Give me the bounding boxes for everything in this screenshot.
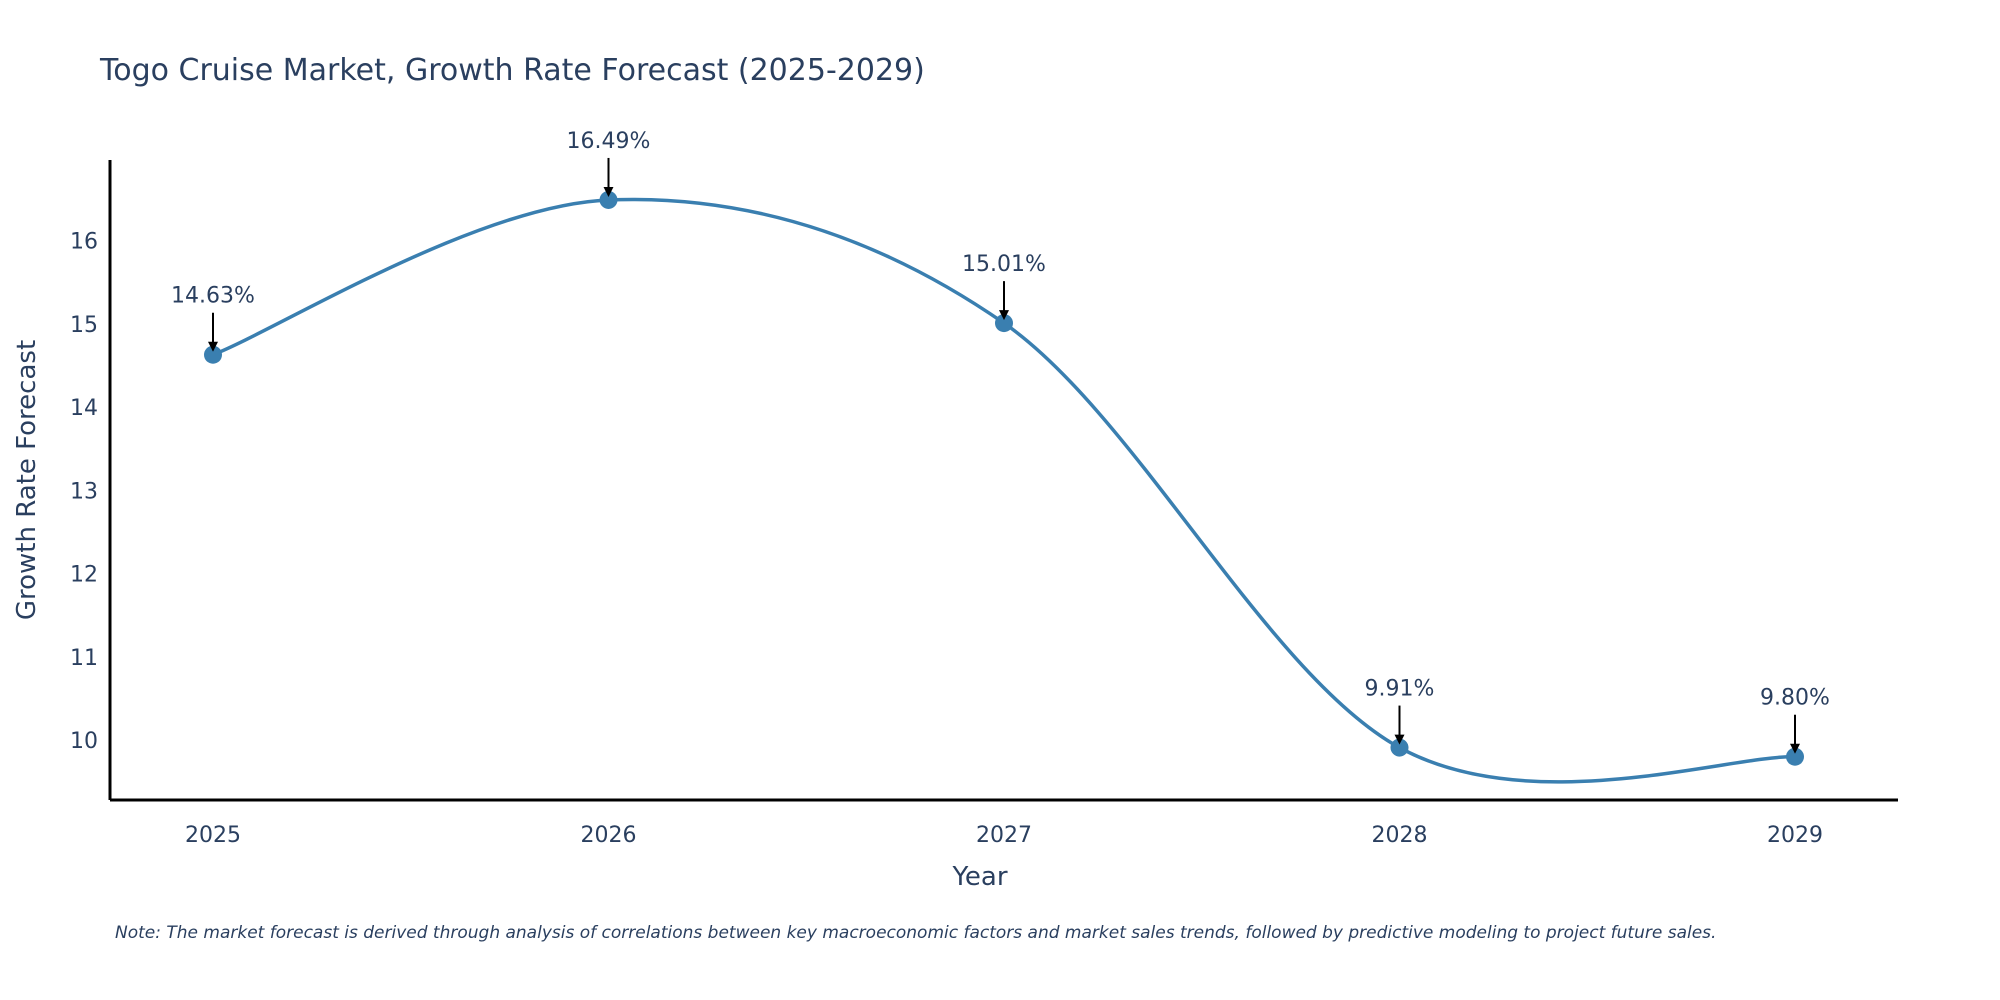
x-tick-label: 2027	[976, 823, 1032, 848]
y-tick-label: 10	[70, 729, 98, 754]
data-label: 9.91%	[1365, 677, 1435, 702]
data-point	[1786, 747, 1804, 766]
x-tick-label: 2025	[185, 823, 241, 848]
chart-title: Togo Cruise Market, Growth Rate Forecast…	[99, 53, 925, 88]
growth-rate-line	[212, 197, 1796, 784]
x-axis-title: Year	[951, 862, 1007, 892]
data-point	[995, 314, 1013, 333]
axes	[108, 160, 1898, 802]
x-tick-label: 2028	[1372, 823, 1428, 848]
data-label: 14.63%	[171, 284, 255, 309]
data-point	[204, 345, 222, 364]
y-tick-label: 11	[70, 646, 98, 671]
data-labels: 14.63% 16.49% 15.01% 9.91% 9.80%	[171, 129, 1830, 754]
x-tick-label: 2026	[581, 823, 637, 848]
data-point	[599, 190, 618, 209]
y-tick-labels: 10 11 12 13 14 15 16	[70, 230, 98, 754]
x-tick-label: 2029	[1767, 823, 1823, 848]
y-tick-label: 15	[70, 313, 98, 338]
footnote: Note: The market forecast is derived thr…	[115, 923, 1716, 943]
x-tick-labels: 2025 2026 2027 2028 2029	[185, 823, 1823, 848]
data-points	[204, 190, 1804, 766]
y-tick-label: 14	[70, 396, 98, 421]
y-tick-label: 16	[70, 230, 98, 255]
data-label: 9.80%	[1760, 686, 1830, 711]
data-label: 15.01%	[962, 252, 1046, 277]
y-axis-title: Growth Rate Forecast	[12, 340, 42, 620]
data-label: 16.49%	[567, 129, 651, 154]
data-point	[1390, 738, 1409, 757]
y-tick-label: 12	[70, 563, 98, 588]
y-tick-label: 13	[70, 479, 98, 504]
